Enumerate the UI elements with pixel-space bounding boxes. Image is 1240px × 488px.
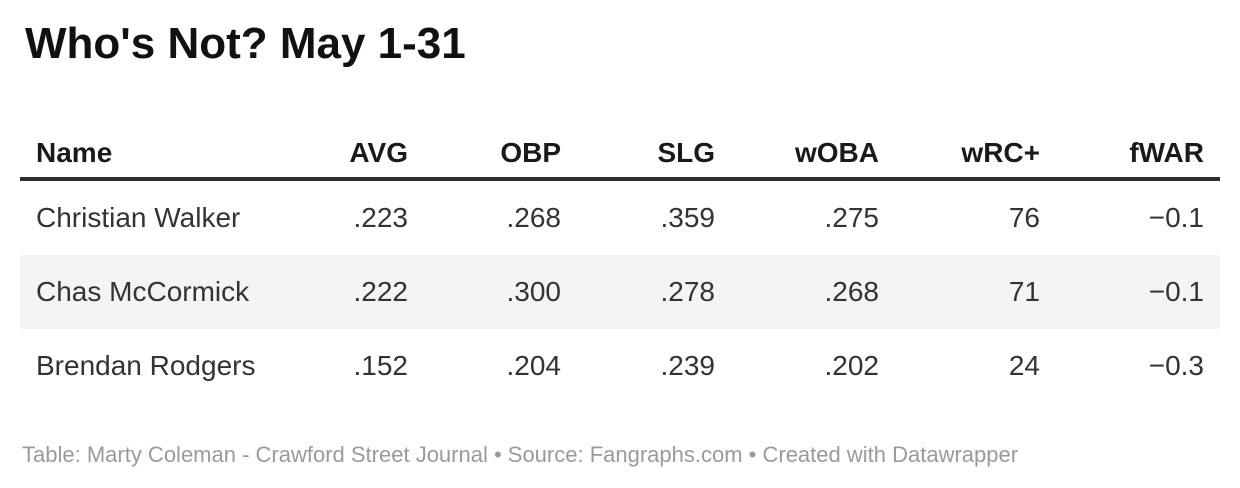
player-name-cell: Chas McCormick	[36, 276, 250, 307]
stat-cell-obp: .204	[506, 350, 562, 381]
page-title: Who's Not? May 1-31	[25, 19, 466, 68]
stat-cell-slg: .359	[660, 202, 716, 233]
stat-cell-avg: .223	[353, 202, 409, 233]
column-header-obp: OBP	[424, 115, 577, 181]
stat-cell-fwar: −0.1	[1148, 202, 1204, 233]
table-row: Chas McCormick .222 .300 .278 .268 71 −0…	[20, 255, 1220, 329]
column-header-fwar: fWAR	[1056, 115, 1220, 181]
column-header-woba: wOBA	[731, 115, 895, 181]
column-header-name: Name	[20, 115, 271, 181]
table-row: Christian Walker .223 .268 .359 .275 76 …	[20, 179, 1220, 255]
column-header-wrc-plus: wRC+	[895, 115, 1056, 181]
player-name-cell: Christian Walker	[36, 202, 241, 233]
stat-cell-obp: .268	[506, 202, 562, 233]
footer-attribution: Table: Marty Coleman - Crawford Street J…	[22, 442, 1019, 467]
stat-cell-woba: .268	[824, 276, 880, 307]
stat-cell-wrc-plus: 71	[1008, 276, 1040, 307]
stat-cell-obp: .300	[506, 276, 562, 307]
stat-cell-woba: .202	[824, 350, 880, 381]
player-name-cell: Brendan Rodgers	[36, 350, 256, 381]
stat-cell-wrc-plus: 76	[1008, 202, 1040, 233]
table-row: Brendan Rodgers .152 .204 .239 .202 24 −…	[20, 329, 1220, 403]
stat-cell-slg: .278	[660, 276, 716, 307]
stat-cell-fwar: −0.1	[1148, 276, 1204, 307]
table-header-row: Name AVG OBP SLG wOBA wRC+ fWAR	[20, 115, 1220, 181]
column-header-slg: SLG	[577, 115, 731, 181]
stat-cell-slg: .239	[660, 350, 716, 381]
stat-cell-fwar: −0.3	[1148, 350, 1204, 381]
column-header-avg: AVG	[271, 115, 424, 181]
stat-cell-wrc-plus: 24	[1008, 350, 1040, 381]
stat-cell-avg: .222	[353, 276, 409, 307]
stats-table: Name AVG OBP SLG wOBA wRC+ fWAR Christia…	[20, 115, 1220, 403]
stat-cell-woba: .275	[824, 202, 880, 233]
stat-cell-avg: .152	[353, 350, 409, 381]
